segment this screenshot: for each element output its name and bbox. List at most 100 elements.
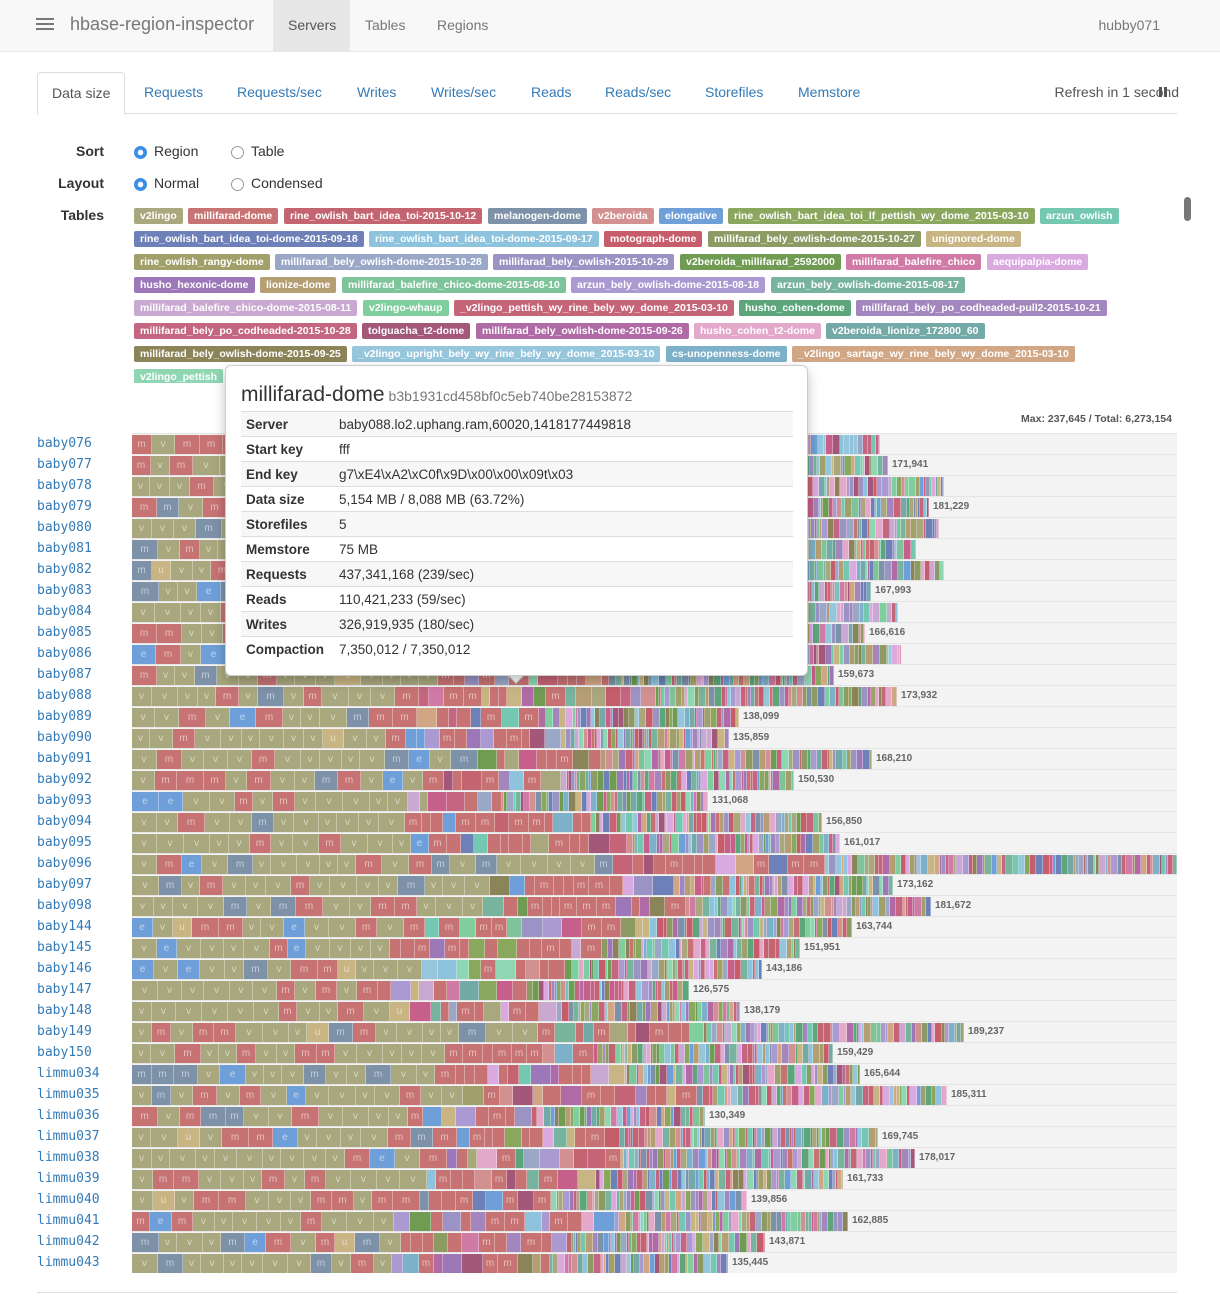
region-segment[interactable] [716,1191,718,1210]
region-segment[interactable]: m [157,855,182,874]
region-segment[interactable] [775,1065,781,1084]
region-segment[interactable]: m [411,1128,433,1147]
region-segment[interactable] [627,1233,629,1252]
region-segment[interactable] [704,1023,707,1042]
region-segment[interactable]: m [244,960,268,979]
region-segment[interactable] [647,1044,651,1063]
region-segment[interactable]: v [152,1002,176,1021]
region-segment[interactable]: v [271,855,297,874]
region-segment[interactable]: u [323,729,344,748]
region-segment[interactable] [674,1149,677,1168]
region-segment[interactable] [936,1086,942,1105]
region-segment[interactable] [455,729,467,748]
region-segment[interactable] [569,1254,572,1273]
region-segment[interactable] [411,1233,423,1252]
region-segment[interactable] [815,1086,822,1105]
region-segment[interactable]: v [177,939,201,958]
region-segment[interactable] [717,1128,724,1147]
region-segment[interactable] [792,897,797,916]
region-segment[interactable] [525,876,535,895]
region-segment[interactable] [572,960,579,979]
region-segment[interactable] [665,960,667,979]
region-segment[interactable] [879,561,885,580]
region-segment[interactable] [851,1149,857,1168]
region-segment[interactable] [790,1023,794,1042]
region-segment[interactable] [873,897,879,916]
region-segment[interactable] [1118,855,1122,874]
region-segment[interactable] [615,1212,619,1231]
table-chip[interactable]: arzun_bely_owlish-dome-2015-08-18 [571,277,766,293]
region-segment[interactable] [935,519,937,538]
region-segment[interactable] [731,1086,738,1105]
region-segment[interactable] [797,687,803,706]
region-segment[interactable] [557,1191,559,1210]
region-segment[interactable]: v [132,687,152,706]
region-segment[interactable] [434,1233,448,1252]
table-chip[interactable]: motograph-dome [604,231,703,247]
region-segment[interactable] [873,1149,876,1168]
region-segment[interactable] [636,1023,650,1042]
server-name-link[interactable]: limmu038 [37,1150,100,1165]
region-segment[interactable] [642,981,649,1000]
region-segment[interactable] [408,792,420,811]
region-segment[interactable] [859,687,862,706]
region-segment[interactable] [864,582,867,601]
region-segment[interactable] [697,834,704,853]
region-segment[interactable] [620,1191,624,1210]
region-segment[interactable] [724,1128,730,1147]
region-segment[interactable] [832,624,836,643]
region-segment[interactable] [637,1170,643,1189]
region-segment[interactable] [812,1212,814,1231]
region-segment[interactable] [943,477,944,496]
region-segment[interactable] [829,1149,831,1168]
region-segment[interactable] [858,435,863,454]
region-segment[interactable] [594,1212,615,1231]
region-segment[interactable] [828,876,830,895]
region-segment[interactable] [827,477,830,496]
region-segment[interactable]: v [202,1002,228,1021]
server-name-link[interactable]: baby093 [37,793,92,808]
region-segment[interactable] [844,603,850,622]
region-segment[interactable] [653,1044,657,1063]
region-segment[interactable] [639,1128,645,1147]
region-segment[interactable]: m [586,1128,605,1147]
region-segment[interactable]: v [247,897,271,916]
region-segment[interactable]: v [370,792,388,811]
region-segment[interactable] [882,687,886,706]
region-segment[interactable]: v [350,897,371,916]
region-segment[interactable] [751,1233,757,1252]
region-segment[interactable]: m [476,918,492,937]
region-segment[interactable] [799,1086,804,1105]
region-segment[interactable] [751,813,756,832]
region-segment[interactable] [1135,855,1141,874]
region-segment[interactable] [823,918,828,937]
region-segment[interactable] [870,540,875,559]
region-segment[interactable] [1006,855,1013,874]
region-segment[interactable] [792,813,797,832]
region-segment[interactable] [886,687,892,706]
region-segment[interactable] [650,1170,656,1189]
region-segment[interactable] [582,813,591,832]
region-segment[interactable]: v [497,855,521,874]
region-segment[interactable] [808,1023,813,1042]
region-segment[interactable] [505,1128,522,1147]
region-segment[interactable] [551,1107,555,1126]
region-segment[interactable]: m [194,1191,219,1210]
region-segment[interactable] [522,1128,530,1147]
region-segment[interactable] [639,1065,644,1084]
region-segment[interactable] [814,897,819,916]
region-segment[interactable] [728,1086,731,1105]
table-chip[interactable]: v2lingo [134,208,183,224]
region-segment[interactable] [627,1065,630,1084]
region-segment[interactable] [628,1002,630,1021]
region-segment[interactable] [698,1002,702,1021]
region-segment[interactable] [680,1254,686,1273]
region-segment[interactable]: m [385,750,409,769]
region-segment[interactable] [677,1149,681,1168]
region-segment[interactable] [827,540,833,559]
region-segment[interactable] [636,939,642,958]
region-segment[interactable] [647,1233,649,1252]
region-segment[interactable] [714,771,719,790]
